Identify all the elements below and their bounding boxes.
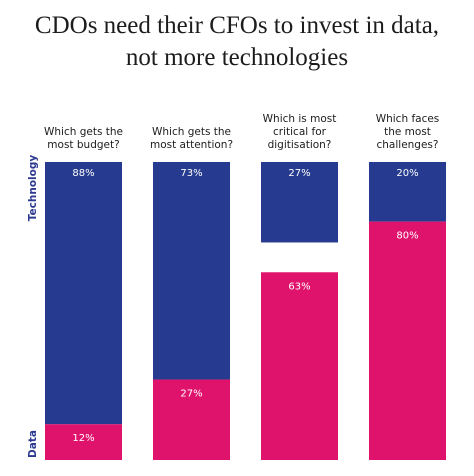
- technology-bar-2: [153, 162, 230, 380]
- data-value-label-1: 12%: [72, 433, 94, 444]
- category-label-3-line-3: digitisation?: [268, 139, 332, 151]
- technology-value-label-4: 20%: [396, 168, 418, 179]
- data-value-label-2: 27%: [180, 389, 202, 400]
- category-label-2-line-2: most attention?: [150, 139, 233, 151]
- category-label-4-line-3: challenges?: [377, 139, 439, 151]
- data-bar-3: [261, 272, 338, 460]
- data-bar-4: [369, 221, 446, 460]
- category-label-4-line-2: the most: [384, 126, 431, 138]
- chart-title-line-1: CDOs need their CFOs to invest in data,: [34, 12, 440, 39]
- data-bar-2: [153, 379, 230, 460]
- chart-title: CDOs need their CFOs to invest in data, …: [0, 10, 474, 74]
- series-label-technology: Technology: [27, 155, 39, 222]
- technology-bar-1: [45, 162, 122, 425]
- category-label-2-line-1: Which gets the: [152, 126, 231, 138]
- chart-title-line-2: not more technologies: [125, 44, 349, 71]
- technology-value-label-1: 88%: [72, 168, 94, 179]
- technology-bar-3: [261, 162, 338, 243]
- technology-bar-4: [369, 162, 446, 222]
- category-label-1-line-2: most budget?: [47, 139, 119, 151]
- technology-value-label-3: 27%: [288, 168, 310, 179]
- data-bar-1: [45, 424, 122, 460]
- category-label-3-line-2: critical for: [273, 126, 327, 138]
- technology-value-label-2: 73%: [180, 168, 202, 179]
- category-label-3-line-1: Which is most: [263, 113, 337, 125]
- series-label-data: Data: [27, 430, 39, 458]
- category-label-1-line-1: Which gets the: [44, 126, 123, 138]
- data-value-label-4: 80%: [396, 231, 418, 242]
- data-value-label-3: 63%: [288, 281, 310, 292]
- category-label-4-line-1: Which faces: [376, 113, 440, 125]
